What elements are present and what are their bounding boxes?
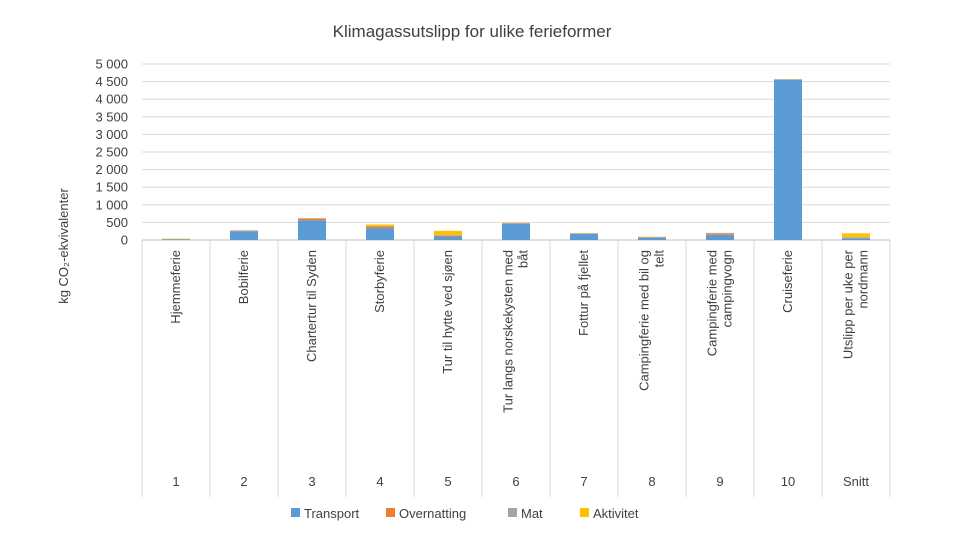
bar-segment-overnatting <box>706 233 734 235</box>
bar-segment-transport <box>706 234 734 240</box>
x-category-label: Storbyferie <box>372 250 387 313</box>
bar-segment-overnatting <box>298 218 326 221</box>
bar-segment-aktivitet <box>434 230 462 236</box>
legend-swatch <box>386 508 395 517</box>
legend-label: Aktivitet <box>593 506 639 521</box>
x-category-label: Fottur på fjellet <box>576 250 591 336</box>
x-category-number: 4 <box>376 474 383 489</box>
legend-swatch <box>580 508 589 517</box>
x-category-number: 10 <box>781 474 795 489</box>
x-category-label: Bobilferie <box>236 250 251 304</box>
bar-segment-transport <box>502 223 530 240</box>
x-category-label: campingvogn <box>720 250 735 327</box>
x-category-label: telt <box>652 250 667 268</box>
x-category-label: Chartertur til Syden <box>304 250 319 362</box>
bar-segment-mat <box>502 222 530 224</box>
category-table: Hjemmeferie 1 Bobilferie 2 Chartertur til Sy… <box>141 240 891 497</box>
y-tick-label: 0 <box>121 233 128 248</box>
y-tick-label: 3 000 <box>95 127 128 142</box>
x-category-number: 7 <box>580 474 587 489</box>
x-category-number: 6 <box>512 474 519 489</box>
bar-segment-transport <box>434 236 462 240</box>
legend-label: Transport <box>304 506 360 521</box>
legend-label: Overnatting <box>399 506 466 521</box>
y-tick-label: 1 000 <box>95 197 128 212</box>
x-category-label: båt <box>516 250 531 268</box>
x-category-number: 1 <box>172 474 179 489</box>
bar-segment-mat <box>842 237 870 238</box>
bar-segment-transport <box>298 220 326 240</box>
y-tick-label: 500 <box>106 215 128 230</box>
x-category-label: Tur langs norskekysten med <box>501 250 516 413</box>
bar-segment-mat <box>366 225 394 227</box>
bar-segment-mat <box>434 235 462 236</box>
bar-segment-mat <box>162 238 190 240</box>
x-category-label: Campingferie med bil og <box>637 250 652 391</box>
bar-segment-mat <box>774 79 802 80</box>
bar-segment-overnatting <box>366 226 394 229</box>
y-tick-label: 5 000 <box>95 57 128 72</box>
y-tick-label: 2 000 <box>95 162 128 177</box>
bar-segment-mat <box>638 236 666 238</box>
bar-segment-transport <box>638 237 666 240</box>
x-category-number: 3 <box>308 474 315 489</box>
y-tick-label: 1 500 <box>95 180 128 195</box>
y-tick-label: 3 500 <box>95 109 128 124</box>
bar-segment-aktivitet <box>366 224 394 226</box>
bar-segment-mat <box>298 218 326 219</box>
bar-segment-mat <box>230 230 258 231</box>
chart-title: Klimagassutslipp for ulike ferieformer <box>333 22 612 41</box>
bar-segment-transport <box>230 231 258 240</box>
bar-segment-mat <box>570 233 598 235</box>
x-category-number: 5 <box>444 474 451 489</box>
bar-segment-aktivitet <box>842 233 870 238</box>
bar-segment-overnatting <box>434 235 462 237</box>
x-category-number: Snitt <box>843 474 869 489</box>
x-category-label: Campingferie med <box>705 250 720 356</box>
legend-label: Mat <box>521 506 543 521</box>
x-category-label: Cruiseferie <box>780 250 795 313</box>
bar-segment-transport <box>570 234 598 240</box>
y-tick-label: 4 000 <box>95 92 128 107</box>
gridlines <box>142 63 890 241</box>
bar-segment-mat <box>706 232 734 234</box>
y-tick-label: 2 500 <box>95 145 128 160</box>
y-tick-label: 4 500 <box>95 74 128 89</box>
x-category-number: 2 <box>240 474 247 489</box>
x-category-number: 8 <box>648 474 655 489</box>
x-category-number: 9 <box>716 474 723 489</box>
x-category-label: Hjemmeferie <box>168 250 183 324</box>
y-axis-ticks: 0 500 1 000 1 500 2 000 2 500 3 000 3 500 4 000 4… <box>95 57 128 248</box>
x-category-label: nordmann <box>856 250 871 309</box>
legend-swatch <box>508 508 517 517</box>
bar-segment-transport <box>366 228 394 240</box>
legend-swatch <box>291 508 300 517</box>
y-axis-label: kg CO₂-ekvivalenter <box>56 188 71 304</box>
bar-segment-transport <box>842 238 870 240</box>
bar-segment-transport <box>774 79 802 240</box>
x-category-label: Tur til hytte ved sjøen <box>440 250 455 374</box>
x-category-label: Utslipp per uke per <box>841 249 856 359</box>
legend: Transport Overnatting Mat Aktivitet <box>291 506 639 521</box>
bars <box>162 78 870 240</box>
